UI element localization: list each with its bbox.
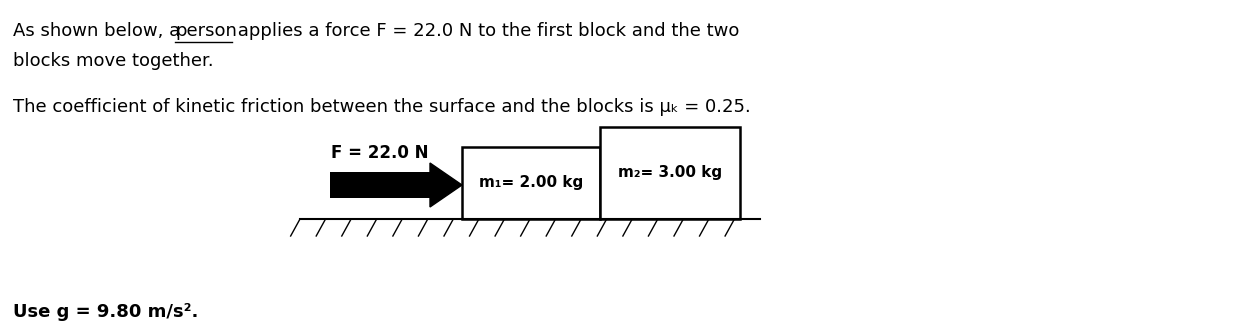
Text: F = 22.0 N: F = 22.0 N [332,144,428,162]
Bar [462,147,600,219]
Bar [600,127,740,219]
Text: person: person [175,22,237,40]
Text: m₂= 3.00 kg: m₂= 3.00 kg [619,165,722,181]
Text: applies a force F = 22.0 N to the first block and the two: applies a force F = 22.0 N to the first … [232,22,739,40]
Text: blocks move together.: blocks move together. [12,52,214,70]
Text: Use g = 9.80 m/s².: Use g = 9.80 m/s². [12,303,199,321]
Polygon shape [430,163,462,207]
Bar [330,172,430,198]
Text: As shown below, a: As shown below, a [12,22,186,40]
Text: The coefficient of kinetic friction between the surface and the blocks is μₖ = 0: The coefficient of kinetic friction betw… [12,98,750,116]
Text: m₁= 2.00 kg: m₁= 2.00 kg [479,176,584,191]
